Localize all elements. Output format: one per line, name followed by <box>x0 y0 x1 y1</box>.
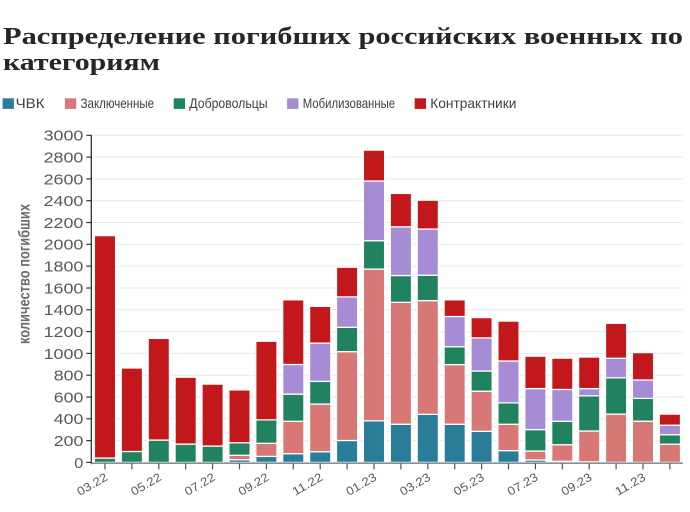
svg-text:категориям: категориям <box>3 49 160 76</box>
svg-text:2200: 2200 <box>44 215 84 232</box>
svg-text:400: 400 <box>54 411 84 428</box>
svg-text:1200: 1200 <box>44 324 84 341</box>
svg-text:2600: 2600 <box>44 171 84 188</box>
svg-text:Контрактники: Контрактники <box>430 95 516 111</box>
svg-text:2000: 2000 <box>44 237 84 254</box>
svg-text:0: 0 <box>74 455 83 472</box>
svg-text:ЧВК: ЧВК <box>16 95 46 111</box>
svg-text:количество погибших: количество погибших <box>17 204 34 344</box>
svg-text:1000: 1000 <box>44 346 84 363</box>
svg-text:2400: 2400 <box>44 193 84 210</box>
svg-text:1400: 1400 <box>44 302 84 319</box>
svg-text:800: 800 <box>54 368 84 385</box>
svg-text:Заключенные: Заключенные <box>81 95 155 111</box>
svg-text:Мобилизованные: Мобилизованные <box>303 95 396 111</box>
svg-text:2800: 2800 <box>44 150 84 167</box>
svg-text:Распределение погибших российс: Распределение погибших российских военны… <box>3 23 683 50</box>
svg-text:Добровольцы: Добровольцы <box>189 95 267 111</box>
svg-text:1800: 1800 <box>44 259 84 276</box>
svg-text:1600: 1600 <box>44 280 84 297</box>
svg-text:600: 600 <box>54 389 84 406</box>
svg-text:3000: 3000 <box>44 128 84 145</box>
svg-text:200: 200 <box>54 433 84 450</box>
